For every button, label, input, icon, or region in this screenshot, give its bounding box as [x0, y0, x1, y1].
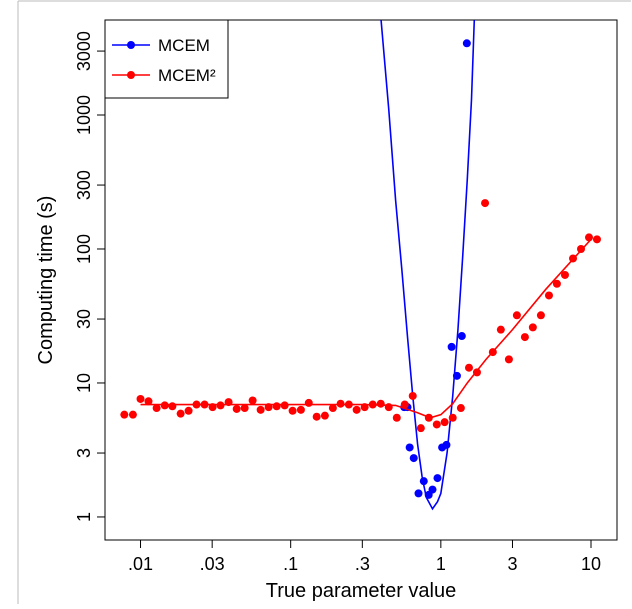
data-point — [288, 406, 297, 415]
data-point — [344, 400, 353, 409]
x-tick-label: .3 — [355, 554, 370, 574]
data-point — [424, 413, 433, 422]
x-axis-label: True parameter value — [266, 580, 456, 602]
data-point — [240, 404, 249, 413]
data-point — [560, 270, 569, 279]
data-point — [328, 404, 337, 413]
x-tick-label: 3 — [507, 554, 517, 574]
data-point — [452, 371, 461, 380]
data-point — [419, 477, 428, 486]
data-point — [168, 402, 177, 411]
data-point — [368, 400, 377, 409]
data-point — [504, 355, 513, 364]
data-point — [160, 401, 169, 410]
data-point — [592, 235, 601, 244]
data-point — [440, 418, 449, 427]
plot-box — [104, 19, 618, 541]
legend-box — [104, 19, 229, 99]
data-point — [248, 396, 257, 405]
data-point — [496, 325, 505, 334]
data-point — [433, 474, 442, 483]
data-point — [432, 420, 441, 429]
y-tick-label: 300 — [74, 170, 94, 200]
data-point — [144, 397, 153, 406]
data-point — [577, 244, 586, 253]
data-point — [520, 333, 529, 342]
x-tick-label: 1 — [436, 554, 446, 574]
data-point — [312, 412, 321, 421]
y-axis-label: Computing time (s) — [35, 196, 57, 365]
plot-area — [120, 20, 601, 511]
x-tick-label: .03 — [200, 554, 225, 574]
data-point — [200, 400, 209, 409]
data-point — [184, 406, 193, 415]
data-point — [442, 440, 451, 449]
data-point — [336, 399, 345, 408]
data-point — [488, 348, 497, 357]
data-point — [414, 489, 423, 498]
data-point — [569, 254, 578, 263]
data-point — [216, 401, 225, 410]
data-point — [272, 402, 281, 411]
data-point — [585, 233, 594, 242]
legend-label: MCEM — [158, 36, 210, 55]
data-point — [192, 400, 201, 409]
data-point — [360, 403, 369, 412]
data-point — [304, 398, 313, 407]
data-point — [264, 403, 273, 412]
fit-line — [140, 238, 592, 419]
fit-line — [380, 20, 476, 511]
data-point — [416, 424, 425, 433]
x-tick-label: 10 — [581, 554, 601, 574]
y-tick-label: 3 — [74, 448, 94, 458]
y-tick-label: 30 — [74, 309, 94, 329]
legend-marker — [127, 41, 135, 49]
data-point — [512, 311, 521, 320]
data-point — [136, 394, 145, 403]
data-point — [462, 39, 471, 48]
data-point — [544, 291, 553, 300]
data-point — [447, 342, 456, 351]
data-point — [384, 403, 393, 412]
data-point — [408, 391, 417, 400]
data-point — [457, 332, 466, 341]
data-point — [280, 401, 289, 410]
data-point — [208, 403, 217, 412]
y-tick-label: 1 — [74, 512, 94, 522]
data-point — [296, 405, 305, 414]
data-point — [320, 411, 329, 420]
data-point — [352, 405, 361, 414]
y-tick-label: 100 — [74, 234, 94, 264]
data-point — [528, 323, 537, 332]
legend-label: MCEM² — [158, 66, 216, 85]
legend-marker — [127, 71, 135, 79]
data-point — [409, 454, 418, 463]
data-point — [176, 409, 185, 418]
data-point — [128, 410, 137, 419]
data-point — [481, 199, 490, 208]
data-point — [536, 311, 545, 320]
data-point — [400, 400, 409, 409]
data-point — [456, 404, 465, 413]
data-point — [472, 368, 481, 377]
data-point — [224, 398, 233, 407]
data-point — [428, 485, 437, 494]
data-point — [405, 443, 414, 452]
y-tick-label: 1000 — [74, 95, 94, 135]
x-tick-label: .01 — [128, 554, 153, 574]
data-point — [152, 404, 161, 413]
data-point — [448, 413, 457, 422]
y-tick-label: 3000 — [74, 31, 94, 71]
data-point — [552, 279, 561, 288]
data-point — [464, 363, 473, 372]
data-point — [256, 405, 265, 414]
data-point — [376, 399, 385, 408]
data-point — [120, 410, 129, 419]
data-point — [232, 404, 241, 413]
y-tick-label: 10 — [74, 373, 94, 393]
data-point — [392, 413, 401, 422]
x-tick-label: .1 — [283, 554, 298, 574]
legend: MCEM MCEM² — [104, 19, 229, 99]
